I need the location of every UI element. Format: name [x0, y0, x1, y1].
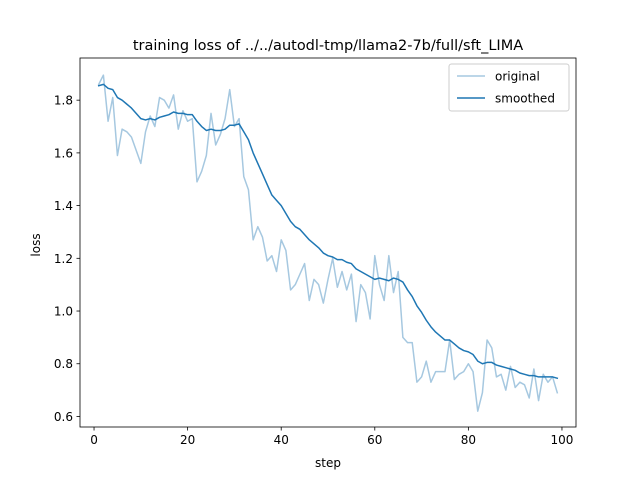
legend-label-original: original: [495, 70, 540, 84]
axes: 0 20 40 60 80 100 0.6 0.8 1.0 1.2 1.4 1.6 1.8: [54, 57, 577, 447]
legend: original smoothed: [448, 63, 570, 112]
y-axis-label: loss: [29, 233, 43, 256]
series-line-original: [97, 74, 559, 412]
x-tick-label: 0: [90, 433, 98, 447]
x-axis-label: step: [315, 456, 341, 470]
y-tick-label: 1.0: [54, 305, 73, 319]
y-tick-label: 1.4: [54, 199, 73, 213]
plot-area: [97, 74, 559, 412]
x-tick-label: 40: [274, 433, 289, 447]
x-tick-label: 80: [461, 433, 476, 447]
series-line-smoothed: [97, 83, 559, 380]
x-tick-label: 20: [180, 433, 195, 447]
y-tick-label: 1.2: [54, 252, 73, 266]
legend-label-smoothed: smoothed: [495, 92, 555, 106]
y-tick-label: 0.8: [54, 357, 73, 371]
axes-frame: [79, 57, 577, 428]
y-tick-label: 0.6: [54, 410, 73, 424]
y-tick-label: 1.6: [54, 146, 73, 160]
chart-title: training loss of ../../autodl-tmp/llama2…: [133, 38, 523, 54]
x-tick-label: 60: [367, 433, 382, 447]
y-tick-label: 1.8: [54, 94, 73, 108]
x-tick-label: 100: [551, 433, 574, 447]
